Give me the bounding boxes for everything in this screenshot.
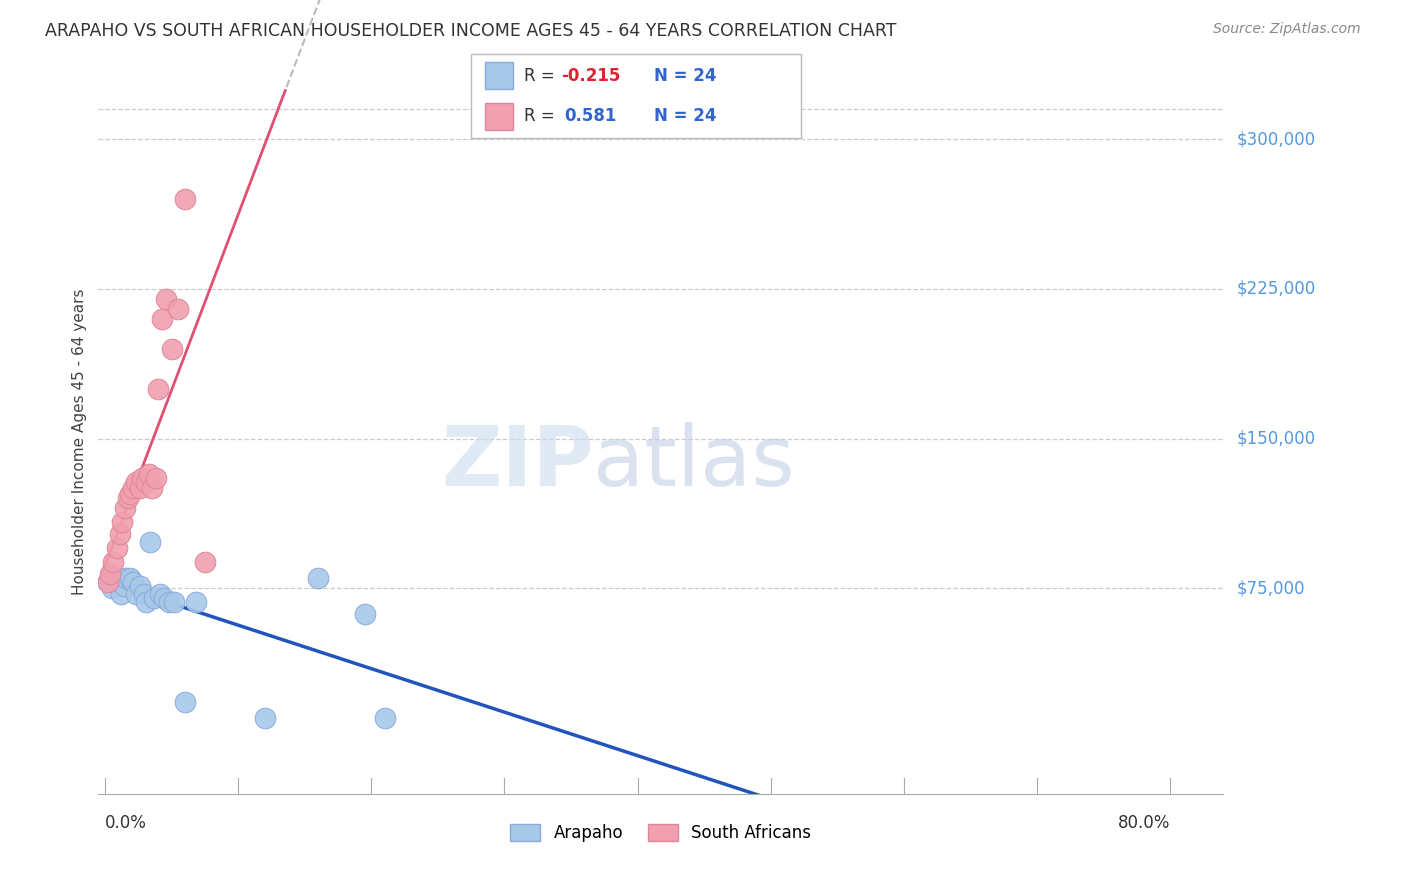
Point [135,475,157,490]
Point [167,301,190,316]
Point [253,711,276,725]
Point [135,595,157,609]
Text: $300,000: $300,000 [1236,130,1316,148]
Point [141,482,163,496]
Text: $75,000: $75,000 [1236,579,1305,598]
Point [128,579,150,593]
Text: N = 24: N = 24 [654,107,716,125]
Point [194,555,217,569]
Point [122,575,145,590]
Text: 80.0%: 80.0% [1118,814,1170,832]
Point [128,482,150,496]
Text: R =: R = [524,107,565,125]
Point [101,555,124,569]
Point [163,595,186,609]
Point [110,587,132,601]
Point [174,192,197,206]
Point [143,591,166,606]
Point [120,487,142,501]
Point [155,292,177,306]
Point [120,571,142,585]
Point [111,516,134,530]
Point [374,711,396,725]
Point [145,471,167,485]
Point [97,575,120,590]
Legend: Arapaho, South Africans: Arapaho, South Africans [503,817,818,849]
Point [105,571,128,585]
Point [115,571,138,585]
Text: 0.0%: 0.0% [105,814,148,832]
Point [150,311,173,326]
Point [138,467,160,482]
Text: ARAPAHO VS SOUTH AFRICAN HOUSEHOLDER INCOME AGES 45 - 64 YEARS CORRELATION CHART: ARAPAHO VS SOUTH AFRICAN HOUSEHOLDER INC… [45,22,897,40]
Point [160,342,183,356]
Point [122,482,145,496]
Point [132,587,155,601]
Point [100,567,122,582]
Point [108,527,131,541]
Point [105,541,128,556]
Point [100,581,122,595]
Point [97,575,120,590]
Point [307,571,329,585]
Text: 0.581: 0.581 [564,107,616,125]
Point [152,591,174,606]
Point [114,501,136,516]
Y-axis label: Householder Income Ages 45 - 64 years: Householder Income Ages 45 - 64 years [72,288,87,595]
Text: atlas: atlas [593,422,794,503]
Text: $150,000: $150,000 [1236,430,1316,448]
Text: Source: ZipAtlas.com: Source: ZipAtlas.com [1213,22,1361,37]
Point [149,587,172,601]
Text: $225,000: $225,000 [1236,280,1316,298]
Point [125,475,148,490]
Point [148,382,170,396]
Text: -0.215: -0.215 [561,67,620,85]
Point [117,491,139,506]
Point [125,587,148,601]
Point [157,595,180,609]
Text: R =: R = [524,67,561,85]
Point [184,595,207,609]
Text: ZIP: ZIP [441,422,593,503]
Point [112,579,135,593]
Point [139,535,162,549]
Point [353,607,375,622]
Point [174,695,197,709]
Point [131,471,153,485]
Text: N = 24: N = 24 [654,67,716,85]
